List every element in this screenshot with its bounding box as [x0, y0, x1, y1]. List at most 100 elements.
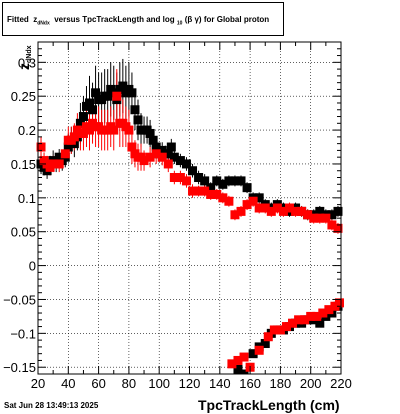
data-point	[254, 193, 264, 203]
x-tick-label: 40	[61, 376, 75, 391]
data-point	[321, 213, 331, 223]
data-point	[248, 349, 258, 359]
data-point	[272, 203, 282, 213]
data-point	[85, 125, 95, 135]
data-point	[145, 128, 155, 138]
footer-date: Sat Jun 28 13:49:13 2025	[4, 401, 99, 410]
data-point	[236, 206, 246, 216]
data-point	[309, 213, 319, 223]
data-point	[333, 223, 343, 233]
x-tick-label: 120	[179, 376, 201, 391]
data-point	[236, 176, 246, 186]
data-point	[278, 206, 288, 216]
x-tick-label: 160	[239, 376, 261, 391]
data-point	[297, 206, 307, 216]
data-point	[330, 301, 340, 311]
data-point	[260, 203, 270, 213]
data-point	[275, 325, 285, 335]
y-tick-label: 0	[29, 259, 36, 274]
data-point	[306, 311, 316, 321]
y-tick-label: −0.1	[10, 326, 36, 341]
data-point	[169, 152, 179, 162]
data-point	[315, 206, 325, 216]
data-point	[194, 173, 204, 183]
data-point	[212, 189, 222, 199]
data-point	[291, 206, 301, 216]
data-point	[151, 149, 161, 159]
data-point	[218, 193, 228, 203]
y-tick-label: −0.15	[3, 360, 36, 375]
y-tick-label: 0.25	[11, 89, 36, 104]
data-point	[139, 156, 149, 166]
y-axis-label: zdNdx	[16, 45, 33, 70]
data-point	[324, 305, 334, 315]
x-tick-label: 100	[148, 376, 170, 391]
data-point	[85, 98, 95, 108]
data-point	[233, 364, 243, 374]
data-point	[315, 318, 325, 328]
data-point	[242, 183, 252, 193]
title-box: Fitted zdNdx versus TpcTrackLength and l…	[2, 2, 284, 36]
x-tick-label: 140	[209, 376, 231, 391]
data-point	[69, 132, 79, 142]
data-point	[227, 359, 237, 369]
data-point	[233, 355, 243, 365]
y-tick-label: 0.1	[18, 191, 36, 206]
data-point	[315, 213, 325, 223]
data-point	[127, 142, 137, 152]
data-point	[163, 159, 173, 169]
data-point	[78, 128, 88, 138]
x-axis-label: TpcTrackLength (cm)	[198, 397, 340, 413]
data-point	[88, 105, 98, 115]
y-tick-label: 0.15	[11, 157, 36, 172]
data-point	[327, 210, 337, 220]
data-point	[327, 220, 337, 230]
data-point	[118, 81, 128, 91]
data-point	[254, 203, 264, 213]
y-tick-label: 0.05	[11, 225, 36, 240]
data-point	[230, 210, 240, 220]
data-point	[181, 176, 191, 186]
data-point	[294, 315, 304, 325]
data-point	[206, 189, 216, 199]
x-tick-label: 220	[330, 376, 352, 391]
data-point	[239, 352, 249, 362]
data-point	[334, 298, 344, 308]
data-point	[303, 210, 313, 220]
data-point	[218, 179, 228, 189]
data-point	[124, 125, 134, 135]
data-point	[212, 176, 222, 186]
data-point	[281, 322, 291, 332]
data-point	[169, 173, 179, 183]
data-point	[260, 339, 270, 349]
data-point	[269, 325, 279, 335]
x-tick-label: 60	[91, 376, 105, 391]
data-point	[230, 176, 240, 186]
x-tick-label: 20	[31, 376, 45, 391]
data-point	[63, 142, 73, 152]
data-point	[91, 88, 101, 98]
data-point	[148, 135, 158, 145]
data-point	[112, 91, 122, 101]
y-tick-label: 0.2	[18, 123, 36, 138]
data-point	[48, 159, 58, 169]
x-tick-label: 200	[300, 376, 322, 391]
data-point	[288, 318, 298, 328]
data-point	[133, 115, 143, 125]
data-point	[78, 112, 88, 122]
data-point	[200, 176, 210, 186]
data-points	[36, 81, 344, 374]
data-point	[254, 345, 264, 355]
data-point	[206, 183, 216, 193]
data-point	[36, 142, 46, 152]
data-point	[300, 315, 310, 325]
data-point	[266, 206, 276, 216]
data-point	[127, 88, 137, 98]
data-point	[60, 149, 70, 159]
data-point	[188, 166, 198, 176]
axes: 20 40 60 80 100 120 140 160 180 200 220 −0.15 −0.1 −0…	[3, 42, 352, 391]
data-point	[224, 196, 234, 206]
data-point	[157, 152, 167, 162]
data-point	[163, 149, 173, 159]
data-point	[312, 311, 322, 321]
